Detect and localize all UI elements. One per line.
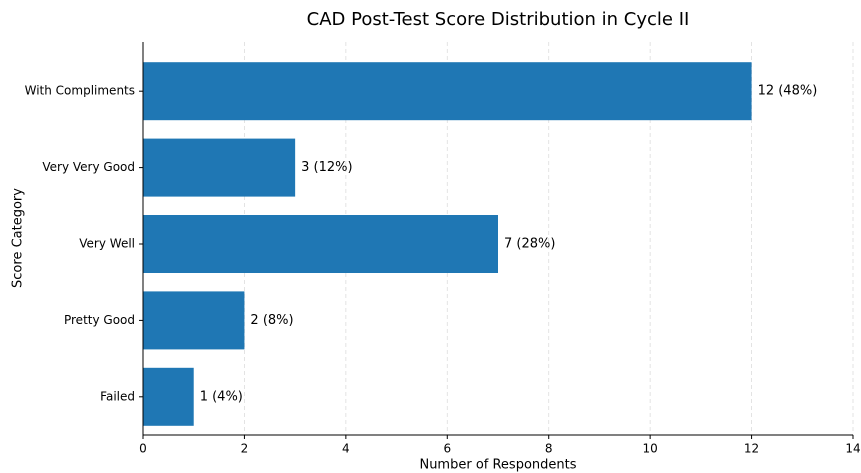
y-tick-label: Failed: [100, 389, 135, 403]
y-tick-label: Very Well: [79, 237, 135, 251]
y-tick-label: Pretty Good: [64, 313, 135, 327]
x-tick-label: 12: [744, 442, 759, 456]
x-tick-label: 10: [643, 442, 658, 456]
value-label: 1 (4%): [200, 389, 243, 404]
x-tick-label: 6: [443, 442, 451, 456]
value-label: 7 (28%): [504, 237, 555, 252]
x-tick-label: 14: [845, 442, 860, 456]
y-tick-label: Very Very Good: [42, 160, 135, 174]
chart-title: CAD Post-Test Score Distribution in Cycl…: [307, 9, 690, 30]
value-label: 2 (8%): [250, 313, 293, 328]
x-axis-label: Number of Respondents: [419, 458, 576, 473]
y-tick-label: With Compliments: [25, 84, 135, 98]
bar: [143, 138, 296, 197]
value-label: 3 (12%): [301, 160, 352, 175]
x-tick-label: 4: [342, 442, 350, 456]
y-axis-label: Score Category: [11, 188, 26, 288]
bar: [143, 367, 194, 426]
x-tick-label: 8: [545, 442, 553, 456]
bar: [143, 62, 752, 121]
bar: [143, 291, 245, 350]
bar: [143, 215, 498, 273]
x-tick-label: 0: [139, 442, 147, 456]
x-tick-label: 2: [241, 442, 249, 456]
value-label: 12 (48%): [758, 84, 818, 99]
